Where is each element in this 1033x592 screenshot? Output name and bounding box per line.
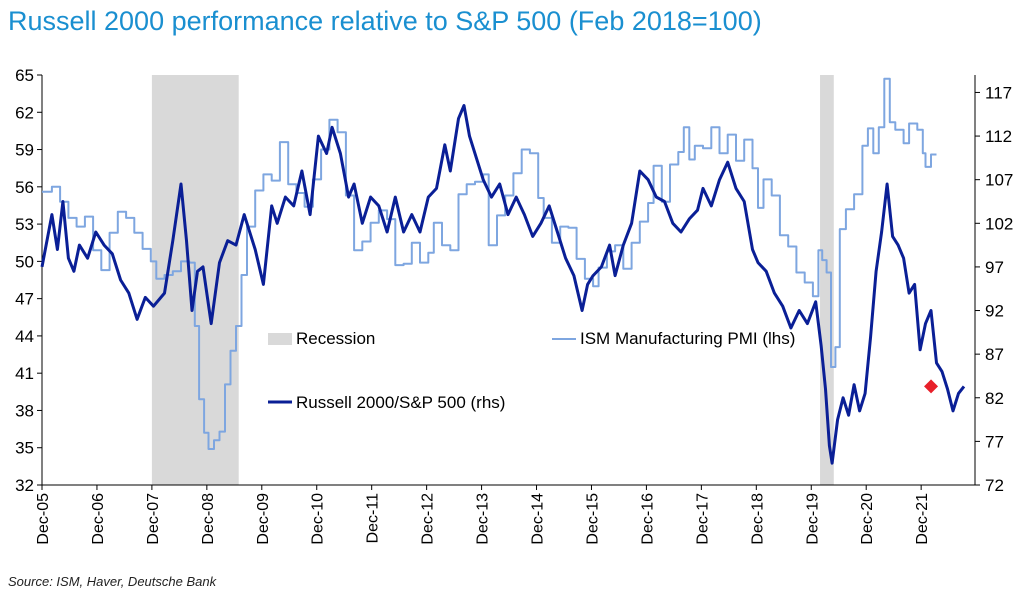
right-tick-label: 102	[985, 214, 1013, 233]
legend-russell-label: Russell 2000/S&P 500 (rhs)	[296, 393, 505, 412]
legend-recession-swatch	[268, 333, 292, 345]
right-tick-label: 117	[985, 83, 1012, 102]
x-tick-label: Dec-10	[310, 493, 327, 545]
left-tick-label: 38	[15, 401, 34, 420]
source-note: Source: ISM, Haver, Deutsche Bank	[8, 574, 217, 589]
left-tick-label: 44	[15, 327, 34, 346]
x-tick-label: Dec-14	[530, 493, 547, 545]
right-ticks: 72 77 82 87 92 97 102 107 112 117	[975, 83, 1013, 495]
x-tick-label: Dec-19	[804, 493, 821, 545]
left-tick-label: 59	[15, 141, 34, 160]
x-tick-label: Dec-06	[90, 493, 107, 545]
x-tick-label: Dec-11	[365, 493, 382, 543]
x-tick-label: Dec-08	[200, 493, 217, 545]
left-tick-label: 53	[15, 215, 34, 234]
left-tick-label: 35	[15, 439, 34, 458]
right-tick-label: 107	[985, 171, 1013, 190]
chart-title: Russell 2000 performance relative to S&P…	[8, 6, 762, 36]
x-tick-label: Dec-15	[584, 493, 601, 545]
chart-svg: 32 35 38 41 44 47 50 53 56 59 62 65 72 77 82 87 92 97 102…	[15, 66, 1013, 545]
right-tick-label: 92	[985, 302, 1004, 321]
x-tick-label: Dec-13	[475, 493, 492, 545]
x-ticks: Dec-05 Dec-06 Dec-07 Dec-08 Dec-09 Dec-10 Dec-…	[35, 485, 931, 545]
left-tick-label: 62	[15, 103, 34, 122]
x-tick-label: Dec-21	[914, 493, 931, 545]
latest-value-marker	[924, 379, 939, 394]
right-tick-label: 112	[985, 127, 1012, 146]
right-tick-label: 97	[985, 258, 1004, 277]
x-tick-label: Dec-16	[639, 493, 656, 545]
right-tick-label: 77	[985, 432, 1004, 451]
x-tick-label: Dec-12	[420, 493, 437, 545]
x-tick-label: Dec-07	[145, 493, 162, 545]
ism-pmi-line	[42, 77, 937, 450]
recession-layer	[151, 75, 834, 485]
left-tick-label: 56	[15, 178, 34, 197]
left-tick-label: 47	[15, 290, 34, 309]
x-tick-label: Dec-09	[255, 493, 272, 545]
left-tick-label: 50	[15, 252, 34, 271]
right-tick-label: 87	[985, 345, 1004, 364]
right-tick-label: 72	[985, 476, 1004, 495]
legend: Recession ISM Manufacturing PMI (lhs) Ru…	[268, 329, 795, 412]
left-tick-label: 41	[15, 364, 34, 383]
russell-sp500-line	[40, 104, 966, 465]
legend-recession-label: Recession	[296, 329, 375, 348]
legend-ism-label: ISM Manufacturing PMI (lhs)	[580, 329, 795, 348]
x-tick-label: Dec-05	[35, 493, 52, 545]
series-layer	[40, 77, 966, 465]
right-tick-label: 82	[985, 389, 1004, 408]
left-ticks: 32 35 38 41 44 47 50 53 56 59 62 65	[15, 66, 42, 495]
x-tick-label: Dec-20	[859, 493, 876, 545]
left-tick-label: 32	[15, 476, 34, 495]
x-tick-label: Dec-17	[694, 493, 711, 545]
left-tick-label: 65	[15, 66, 34, 85]
axes-layer	[41, 75, 976, 486]
x-tick-label: Dec-18	[749, 493, 766, 545]
